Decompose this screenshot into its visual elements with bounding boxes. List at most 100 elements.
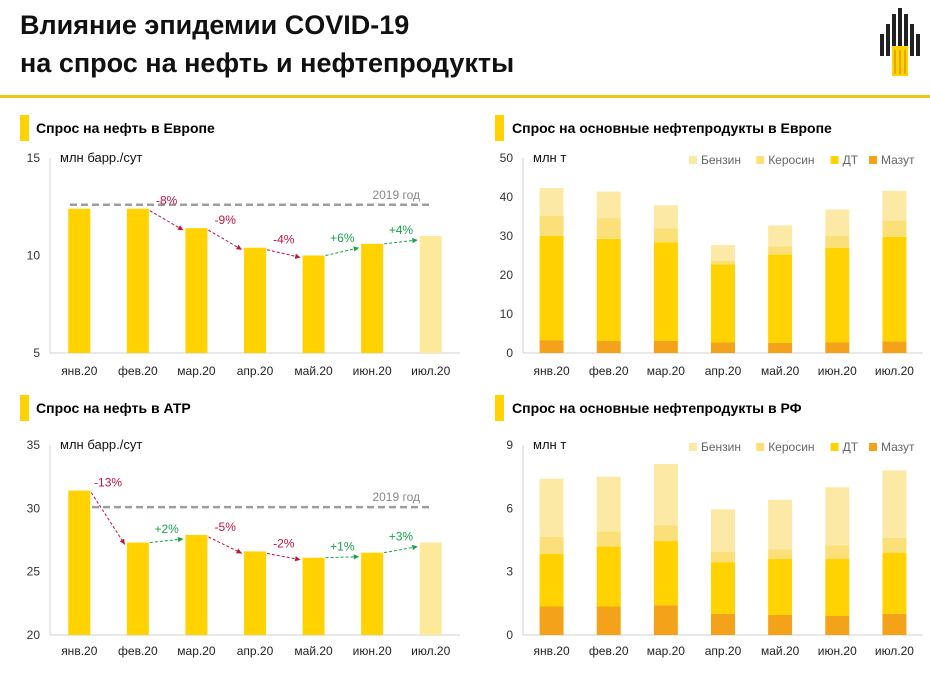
- x-tick-label: апр.20: [705, 644, 742, 658]
- bar-segment-dt: [768, 254, 793, 343]
- y-axis-label: млн т: [533, 150, 566, 165]
- bar: [126, 208, 149, 353]
- change-label: +6%: [330, 231, 355, 245]
- bar-segment-mazut: [653, 605, 678, 635]
- y-tick-label: 6: [506, 501, 513, 515]
- x-tick-label: мар.20: [647, 644, 686, 658]
- bar-segment-benzin: [768, 499, 793, 550]
- bar-segment-benzin: [825, 487, 850, 546]
- y-tick-label: 10: [27, 249, 41, 263]
- bar-segment-mazut: [825, 616, 850, 635]
- chart-europe-oil: 5 10 15 млн барр./сут янв.20 фев.20 мар.20 апр.…: [27, 150, 460, 378]
- x-tick-label: фев.20: [118, 644, 158, 658]
- bar-segment-dt: [825, 559, 850, 616]
- bar-segment-dt: [882, 236, 907, 342]
- change-label: -2%: [273, 536, 295, 550]
- change-label: -4%: [273, 233, 295, 247]
- y-tick-label: 0: [506, 628, 513, 642]
- bar-segment-kerosin: [539, 536, 564, 554]
- baseline-2019-label: 2019 год: [372, 188, 420, 202]
- bar-segment-dt: [653, 541, 678, 606]
- legend-swatch: [689, 443, 697, 451]
- panel-marker: [495, 395, 504, 421]
- bar-segment-dt: [711, 264, 735, 343]
- page-title-line1: Влияние эпидемии COVID-19: [20, 10, 410, 40]
- y-tick-label: 35: [27, 438, 41, 452]
- bar: [185, 228, 208, 353]
- change-arrow-head: [294, 253, 301, 259]
- baseline-2019-label: 2019 год: [372, 490, 420, 504]
- panel-title-europe-oil: Спрос на нефть в Европе: [36, 120, 215, 136]
- legend-label: Керосин: [768, 440, 814, 454]
- change-arrow-head: [353, 554, 360, 560]
- x-tick-label: мар.20: [647, 364, 686, 378]
- x-tick-label: май.20: [294, 644, 333, 658]
- bar-segment-mazut: [539, 340, 564, 353]
- bar-segment-kerosin: [825, 236, 850, 248]
- y-tick-label: 0: [506, 346, 513, 360]
- bar-segment-kerosin: [653, 228, 678, 243]
- bar-segment-dt: [596, 238, 621, 341]
- bar-segment-mazut: [882, 613, 907, 635]
- company-logo-icon: [880, 8, 920, 76]
- bar-segment-benzin: [825, 209, 850, 236]
- bar: [419, 236, 442, 353]
- y-tick-label: 20: [27, 628, 41, 642]
- x-tick-label: апр.20: [705, 364, 742, 378]
- change-arrow-line: [208, 229, 243, 251]
- bar-segment-benzin: [596, 476, 621, 532]
- bar-segment-benzin: [882, 190, 907, 221]
- change-arrow-line: [149, 210, 184, 231]
- panel-marker: [20, 395, 29, 421]
- y-tick-label: 40: [500, 190, 514, 204]
- change-arrow-line: [266, 249, 301, 258]
- change-arrow-line: [149, 538, 184, 544]
- bar-segment-benzin: [711, 244, 735, 261]
- bar-segment-benzin: [882, 470, 907, 538]
- change-arrow-head: [236, 548, 242, 554]
- page-title-line2: на спрос на нефть и нефтепродукты: [20, 48, 515, 78]
- x-tick-label: фев.20: [589, 644, 629, 658]
- bar: [244, 551, 266, 635]
- bar-segment-mazut: [596, 606, 621, 635]
- legend-swatch: [830, 156, 839, 164]
- change-arrow-line: [266, 552, 301, 561]
- bar: [244, 247, 266, 353]
- change-arrow-line: [208, 536, 243, 554]
- x-tick-label: июн.20: [353, 644, 392, 658]
- x-tick-label: мар.20: [177, 364, 216, 378]
- change-arrow-line: [90, 492, 126, 545]
- bar: [361, 552, 384, 635]
- legend-swatch: [689, 156, 697, 164]
- change-arrow-head: [236, 244, 242, 250]
- bar: [68, 490, 91, 635]
- bar: [302, 255, 325, 353]
- y-tick-label: 25: [27, 565, 41, 579]
- change-label: +2%: [154, 522, 179, 536]
- bar-segment-dt: [825, 247, 850, 343]
- bar-segment-dt: [596, 546, 621, 607]
- x-tick-label: янв.20: [533, 644, 570, 658]
- bar-segment-dt: [653, 242, 678, 341]
- bar: [126, 542, 149, 635]
- x-tick-label: май.20: [761, 364, 800, 378]
- bar-segment-benzin: [768, 225, 793, 247]
- x-tick-label: фев.20: [118, 364, 158, 378]
- x-tick-label: июл.20: [875, 364, 914, 378]
- bar-segment-benzin: [596, 191, 621, 219]
- bar: [361, 243, 384, 353]
- bar-segment-mazut: [539, 606, 564, 635]
- bar-segment-mazut: [711, 342, 735, 353]
- bar-segment-dt: [711, 562, 735, 614]
- bar-segment-benzin: [539, 478, 564, 537]
- legend-swatch: [830, 443, 839, 451]
- bar-segment-kerosin: [768, 246, 793, 255]
- bar-segment-mazut: [768, 614, 793, 635]
- change-label: -13%: [94, 476, 122, 490]
- change-arrow-head: [177, 225, 184, 231]
- y-axis-label: млн т: [533, 437, 566, 452]
- y-tick-label: 15: [27, 151, 41, 165]
- panel-title-apr-oil: Спрос на нефть в АТР: [36, 400, 191, 416]
- bar-segment-kerosin: [825, 545, 850, 559]
- bar: [302, 557, 325, 635]
